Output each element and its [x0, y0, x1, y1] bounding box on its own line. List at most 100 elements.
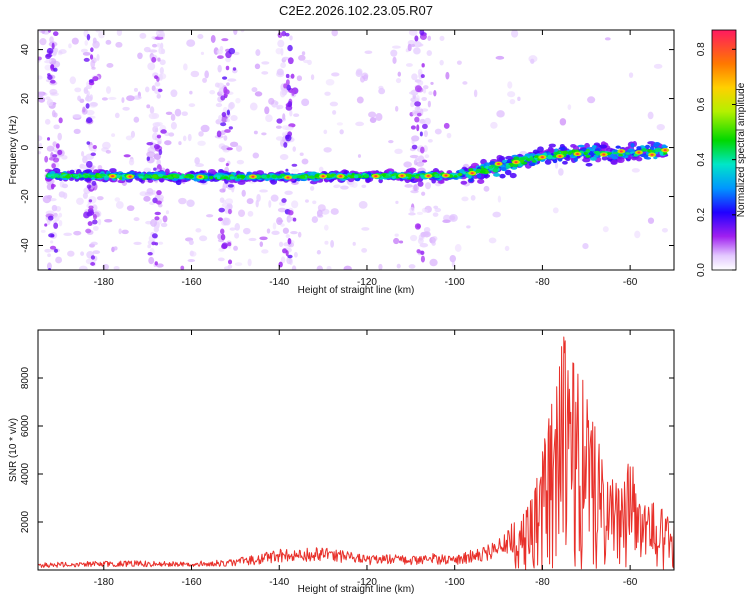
heatmap-cell: [419, 30, 425, 36]
heatmap-cell: [414, 35, 419, 42]
heatmap-cell: [92, 250, 101, 255]
heatmap-cell: [317, 204, 326, 212]
heatmap-cell: [361, 247, 368, 253]
heatmap-cell: [361, 184, 367, 189]
heatmap-cell: [88, 199, 93, 203]
heatmap-cell: [287, 57, 294, 65]
heatmap-cell: [38, 142, 43, 151]
heatmap-cell: [393, 237, 400, 245]
heatmap-cell: [473, 89, 478, 98]
heatmap-cell: [115, 41, 123, 48]
heatmap-cell: [159, 59, 166, 66]
heatmap-cell: [524, 153, 531, 157]
heatmap-cell: [90, 152, 96, 157]
heatmap-cell: [285, 234, 290, 239]
heatmap-cell: [46, 137, 51, 141]
heatmap-cell: [323, 129, 328, 135]
heatmap-cell: [95, 30, 101, 33]
snr-x-tick-label: -180: [94, 577, 114, 588]
heatmap-cell: [128, 175, 132, 178]
heatmap-cell: [187, 259, 196, 263]
heatmap-cell: [653, 156, 658, 160]
heatmap-cell: [86, 160, 93, 168]
heatmap-cell: [656, 123, 665, 131]
heatmap-cell: [414, 223, 421, 230]
heatmap-cell: [631, 168, 640, 173]
heatmap-cell: [72, 114, 82, 119]
heatmap-cell: [496, 110, 505, 118]
heatmap-cell: [567, 151, 572, 155]
heatmap-cell: [392, 56, 397, 64]
heatmap-cell: [510, 164, 514, 167]
heatmap-cell: [284, 32, 290, 37]
heatmap-cell: [588, 151, 594, 156]
heatmap-cell: [285, 79, 290, 86]
heatmap-cell: [309, 180, 318, 185]
heatmap-cell: [133, 87, 138, 92]
heatmap-cell: [386, 168, 395, 174]
heatmap-cell: [88, 205, 94, 210]
heatmap-cell: [416, 211, 424, 215]
heatmap-cell: [170, 121, 177, 130]
heatmap-cell: [408, 167, 417, 173]
spectrogram-x-tick-label: -140: [269, 277, 289, 288]
heatmap-cell: [157, 57, 161, 62]
heatmap-cell: [422, 159, 428, 163]
heatmap-cell: [209, 90, 216, 95]
snr-y-tick-label: 4000: [20, 462, 31, 485]
heatmap-cell: [570, 143, 577, 148]
heatmap-cell: [160, 222, 168, 228]
heatmap-cell: [153, 144, 160, 150]
heatmap-cell: [217, 64, 222, 73]
heatmap-cell: [423, 130, 428, 138]
heatmap-cell: [82, 192, 88, 199]
heatmap-cell: [126, 95, 135, 102]
heatmap-cell: [71, 37, 79, 45]
heatmap-cell: [154, 75, 158, 80]
heatmap-cell: [92, 145, 97, 150]
snr-x-tick-label: -100: [445, 577, 465, 588]
heatmap-cell: [368, 111, 377, 118]
heatmap-cell: [58, 49, 67, 54]
heatmap-cell: [417, 119, 426, 124]
heatmap-cell: [285, 134, 292, 142]
heatmap-cell: [323, 147, 332, 153]
heatmap-cell: [121, 97, 125, 104]
heatmap-cell: [151, 56, 157, 63]
spectrogram-y-tick-label: -20: [20, 189, 31, 204]
heatmap-cell: [229, 141, 239, 147]
heatmap-cell: [151, 174, 158, 179]
heatmap-cell: [417, 180, 424, 187]
heatmap-cell: [272, 222, 277, 230]
heatmap-cell: [565, 157, 571, 162]
heatmap-cell: [92, 219, 98, 225]
heatmap-cell: [544, 159, 552, 165]
heatmap-cell: [356, 96, 364, 104]
snr-frame: [37, 329, 675, 571]
heatmap-cell: [230, 115, 238, 121]
heatmap-cell: [511, 30, 519, 38]
heatmap-cell: [634, 230, 641, 239]
heatmap-cell: [329, 101, 339, 107]
heatmap-cell: [598, 144, 608, 149]
heatmap-cell: [77, 95, 82, 102]
heatmap-cell: [181, 111, 188, 117]
heatmap-cell: [281, 198, 287, 203]
heatmap-cell: [324, 240, 329, 245]
heatmap-cell: [529, 157, 535, 161]
heatmap-cell: [114, 112, 120, 119]
heatmap-cell: [298, 54, 306, 61]
heatmap-cell: [251, 87, 258, 93]
heatmap-cell: [219, 197, 225, 203]
heatmap-cell: [58, 212, 63, 218]
heatmap-cell: [59, 175, 64, 179]
heatmap-cell: [249, 102, 258, 111]
heatmap-cell: [413, 40, 421, 47]
heatmap-cell: [287, 101, 293, 107]
heatmap-cell: [449, 215, 456, 221]
heatmap-cell: [218, 207, 225, 213]
heatmap-cell: [301, 98, 310, 107]
heatmap-cell: [80, 251, 85, 256]
heatmap-cell: [45, 54, 53, 58]
heatmap-cell: [115, 201, 124, 209]
